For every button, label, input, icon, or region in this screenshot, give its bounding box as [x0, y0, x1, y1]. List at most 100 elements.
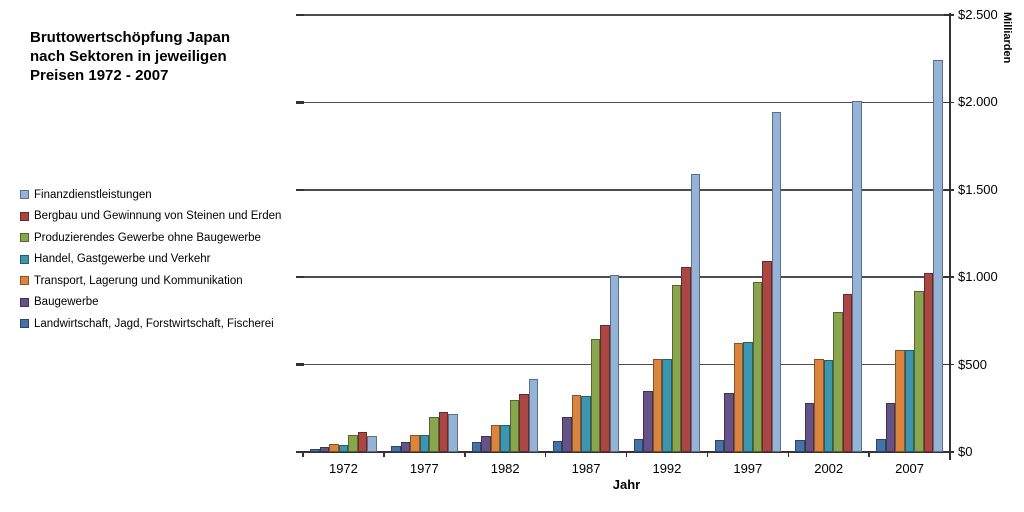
bar — [714, 440, 725, 452]
bar — [367, 436, 377, 452]
gridline-left-tick — [296, 188, 304, 192]
bar — [562, 417, 572, 452]
bar — [500, 425, 510, 452]
legend-item: Produzierendes Gewerbe ohne Baugewerbe — [20, 227, 281, 249]
x-axis-line — [296, 451, 952, 453]
gridline — [296, 276, 950, 278]
x-tick-label: 1977 — [409, 461, 439, 476]
legend-label: Baugewerbe — [34, 296, 99, 309]
bar — [923, 273, 934, 452]
bar — [652, 359, 663, 452]
bar — [690, 174, 701, 452]
bar — [804, 403, 815, 452]
x-tick-label: 1997 — [733, 461, 763, 476]
chart-title: Bruttowertschöpfung Japan nach Sektoren … — [30, 29, 231, 84]
bar — [643, 391, 653, 452]
bar — [438, 412, 449, 452]
gridline — [296, 101, 950, 104]
x-axis-tick — [464, 452, 466, 457]
bar — [724, 393, 734, 452]
bar — [876, 439, 886, 452]
bar — [795, 440, 805, 452]
bar — [762, 261, 772, 452]
gridline-left-tick — [296, 13, 304, 17]
legend-label: Finanzdienstleistungen — [34, 188, 152, 201]
gridline-left-tick — [296, 101, 304, 104]
legend-color-swatch-icon — [20, 211, 29, 221]
bar-group — [627, 15, 708, 452]
bar — [490, 425, 501, 452]
bar — [419, 435, 430, 452]
bar — [671, 285, 682, 452]
bar-group — [384, 15, 465, 452]
legend-item: Landwirtschaft, Jagd, Forstwirtschaft, F… — [20, 313, 281, 335]
legend-color-swatch-icon — [20, 254, 29, 264]
bar — [310, 449, 320, 452]
bar — [319, 447, 330, 452]
bar — [481, 436, 491, 452]
y-tick-label: $1.000 — [958, 269, 998, 285]
bar — [348, 435, 358, 452]
bar — [823, 360, 834, 452]
bar-group — [303, 15, 384, 452]
bar — [519, 394, 529, 452]
x-axis-tick — [544, 452, 547, 457]
legend-color-swatch-icon — [20, 190, 29, 200]
bar — [933, 60, 943, 452]
legend: Finanzdienstleistungen Bergbau und Gewinn… — [20, 184, 281, 335]
bar — [338, 445, 349, 452]
legend-item: Baugewerbe — [20, 292, 281, 314]
legend-label: Produzierendes Gewerbe ohne Baugewerbe — [34, 231, 261, 244]
bar — [914, 291, 924, 452]
legend-color-swatch-icon — [20, 297, 29, 307]
bar-group — [707, 15, 788, 452]
x-axis-tick — [949, 452, 951, 457]
bar — [509, 400, 520, 452]
legend-label: Bergbau und Gewinnung von Steinen und Er… — [34, 210, 282, 223]
bar — [581, 396, 591, 452]
bar — [552, 441, 563, 452]
bar — [852, 101, 862, 452]
bar — [400, 442, 411, 452]
legend-item: Handel, Gastgewerbe und Verkehr — [20, 249, 281, 271]
bar — [609, 275, 620, 452]
bar — [448, 414, 458, 452]
bar — [471, 442, 482, 452]
y-tick-label: $1.500 — [958, 181, 998, 197]
bar — [885, 403, 896, 452]
x-axis-tick — [787, 452, 789, 457]
bar — [895, 350, 905, 452]
legend-color-swatch-icon — [20, 319, 29, 329]
legend-label: Handel, Gastgewerbe und Verkehr — [34, 253, 211, 266]
x-tick-label: 1972 — [328, 461, 358, 476]
y-tick-label: $2.500 — [958, 7, 998, 22]
bar — [771, 112, 782, 452]
bar — [528, 379, 539, 452]
legend-label: Landwirtschaft, Jagd, Forstwirtschaft, F… — [34, 317, 274, 330]
bar — [590, 339, 601, 452]
bar — [329, 444, 339, 452]
x-axis-tick — [625, 452, 628, 457]
bar — [833, 312, 843, 452]
bar — [814, 359, 824, 452]
x-tick-label: 1992 — [652, 461, 682, 476]
legend-item: Finanzdienstleistungen — [20, 184, 281, 206]
legend-label: Transport, Lagerung und Kommunikation — [34, 274, 243, 287]
bar — [681, 267, 691, 452]
y-axis-title: Milliarden — [1001, 12, 1013, 64]
bar-group — [788, 15, 869, 452]
x-tick-label: 2007 — [895, 461, 925, 476]
x-axis-tick — [706, 452, 709, 457]
x-tick-label: 2002 — [814, 461, 844, 476]
y-tick-label: $500 — [958, 356, 987, 372]
y-tick-label: $2.000 — [958, 94, 998, 110]
y-axis-line — [949, 13, 951, 460]
bar — [842, 294, 853, 452]
gridline-left-tick — [296, 363, 304, 366]
x-axis-tick — [383, 452, 385, 457]
x-axis-tick — [302, 452, 304, 457]
legend-item: Transport, Lagerung und Kommunikation — [20, 270, 281, 292]
bar-group — [465, 15, 546, 452]
